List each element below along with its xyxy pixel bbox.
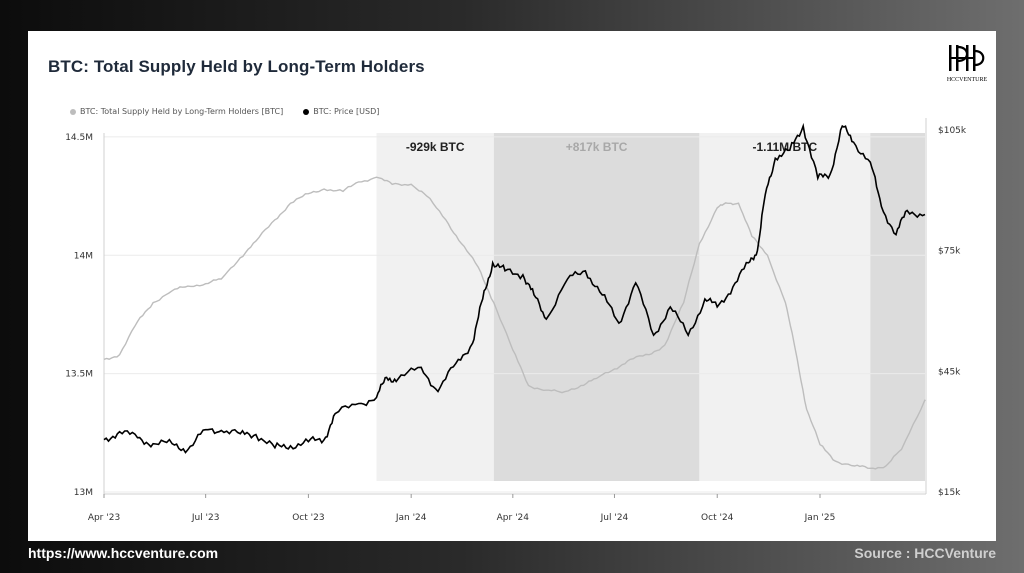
highlight-band [493,133,700,481]
y-right-tick-label: $15k [938,488,961,498]
y-left-tick-label: 14.5M [65,133,93,143]
legend-label-lth: BTC: Total Supply Held by Long-Term Hold… [80,107,284,116]
legend-item-lth: BTC: Total Supply Held by Long-Term Hold… [70,107,283,116]
highlight-band [376,133,494,481]
x-tick-label: Oct '24 [701,513,734,523]
x-tick-label: Jul '24 [600,513,629,523]
chart-title: BTC: Total Supply Held by Long-Term Hold… [48,57,425,76]
band-label: -1.11M BTC [752,140,817,154]
legend-item-price: BTC: Price [USD] [303,107,379,116]
x-tick-label: Apr '24 [497,513,530,523]
series-line-btc-price [103,122,926,454]
y-left-tick-label: 14M [74,251,93,261]
highlight-band [870,133,925,481]
x-tick-label: Apr '23 [88,513,120,523]
x-tick-label: Oct '23 [292,513,324,523]
chart-legend: BTC: Total Supply Held by Long-Term Hold… [70,107,379,116]
y-left-tick-label: 13M [74,488,93,498]
hccventure-logo: HCCVENTURE [947,45,988,83]
series-line-lth-supply [103,176,926,470]
y-left-tick-label: 13.5M [65,370,93,380]
x-tick-label: Jan '24 [395,513,427,523]
highlight-band [699,133,871,481]
x-tick-label: Jan '25 [804,513,836,523]
y-right-tick-label: $75k [938,247,961,257]
legend-marker-lth [70,108,76,115]
band-label: +817k BTC [566,140,628,154]
legend-marker-price [303,108,310,115]
y-right-tick-label: $105k [938,126,967,136]
legend-label-price: BTC: Price [USD] [313,107,380,116]
x-tick-label: Jul '23 [191,513,220,523]
footer-url[interactable]: https://www.hccventure.com [28,545,219,561]
y-right-tick-label: $45k [938,367,961,377]
footer-source: Source : HCCVenture [854,545,996,561]
band-label: -929k BTC [406,140,465,154]
logo-text: HCCVENTURE [947,77,988,83]
